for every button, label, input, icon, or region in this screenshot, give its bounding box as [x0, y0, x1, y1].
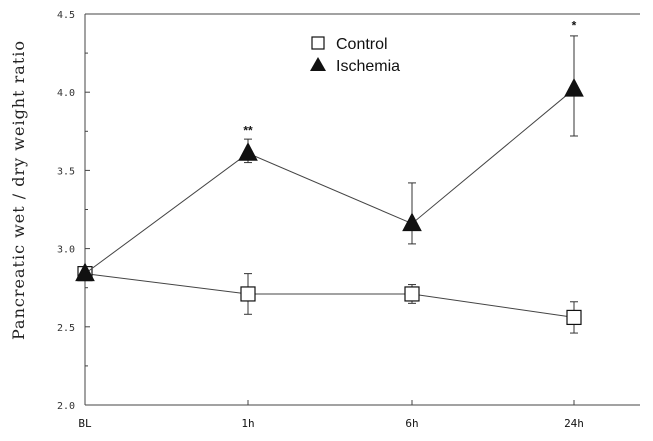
x-ticks: BL 1h 6h 24h — [78, 400, 584, 430]
data-point — [75, 262, 95, 282]
series-layer — [75, 35, 584, 334]
x-tick-label: 6h — [405, 417, 418, 430]
data-point — [564, 78, 584, 97]
significance-annotations: *** — [243, 19, 576, 138]
series-control — [77, 266, 582, 334]
legend-label: Ischemia — [336, 58, 400, 75]
significance-marker: ** — [243, 123, 253, 137]
y-ticks: 2.0 2.5 3.0 3.5 4.0 4.5 — [57, 10, 90, 412]
x-tick-label: BL — [78, 417, 92, 430]
x-tick-label: 24h — [564, 417, 584, 430]
data-point — [402, 212, 422, 232]
y-tick-label: 3.5 — [57, 166, 75, 177]
legend-swatch — [311, 36, 325, 50]
data-point — [240, 286, 256, 302]
x-tick-label: 1h — [241, 417, 254, 430]
legend: Control Ischemia — [310, 36, 400, 75]
data-point — [404, 286, 420, 302]
data-point — [238, 142, 258, 161]
y-tick-label: 2.0 — [57, 401, 75, 412]
y-axis-label: Pancreatic wet / dry weight ratio — [9, 40, 28, 340]
significance-marker: * — [572, 19, 577, 33]
data-point — [566, 309, 582, 326]
series-ischemia — [75, 35, 584, 282]
legend-swatch — [310, 57, 326, 71]
y-tick-label: 4.5 — [57, 10, 75, 21]
y-tick-label: 2.5 — [57, 323, 75, 334]
y-tick-label: 4.0 — [57, 88, 75, 99]
y-tick-label: 3.0 — [57, 245, 75, 256]
series-line — [84, 273, 575, 318]
series-line — [84, 88, 575, 275]
legend-label: Control — [336, 36, 388, 53]
